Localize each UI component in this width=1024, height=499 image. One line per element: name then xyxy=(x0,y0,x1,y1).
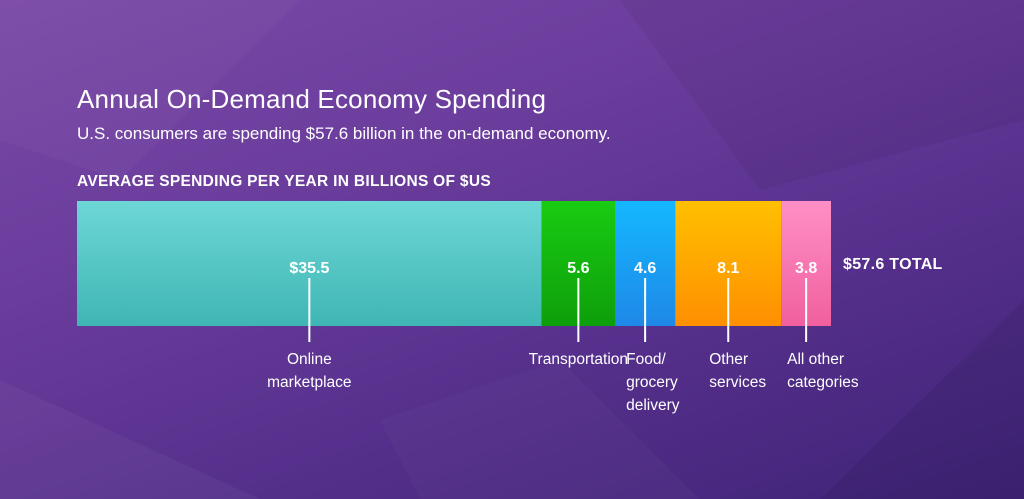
chart-title: Annual On-Demand Economy Spending xyxy=(77,84,547,114)
value-label-other-services: 8.1 xyxy=(717,260,739,277)
axis-caption: AVERAGE SPENDING PER YEAR IN BILLIONS OF… xyxy=(77,173,491,190)
category-label-food-grocery-delivery: Food/grocery delivery xyxy=(626,351,680,414)
value-label-all-other-categories: 3.8 xyxy=(795,260,817,277)
category-label-online-marketplace: Online marketplace xyxy=(267,351,351,391)
value-label-transportation: 5.6 xyxy=(567,260,589,277)
value-label-online-marketplace: $35.5 xyxy=(289,260,329,277)
total-label: $57.6 TOTAL xyxy=(843,256,943,273)
chart-subtitle: U.S. consumers are spending $57.6 billio… xyxy=(77,124,611,143)
value-label-food-grocery-delivery: 4.6 xyxy=(634,260,656,277)
category-label-other-services: Other services xyxy=(709,351,766,391)
category-label-all-other-categories: All other categories xyxy=(787,351,859,391)
category-label-transportation: Transportation xyxy=(529,351,628,368)
